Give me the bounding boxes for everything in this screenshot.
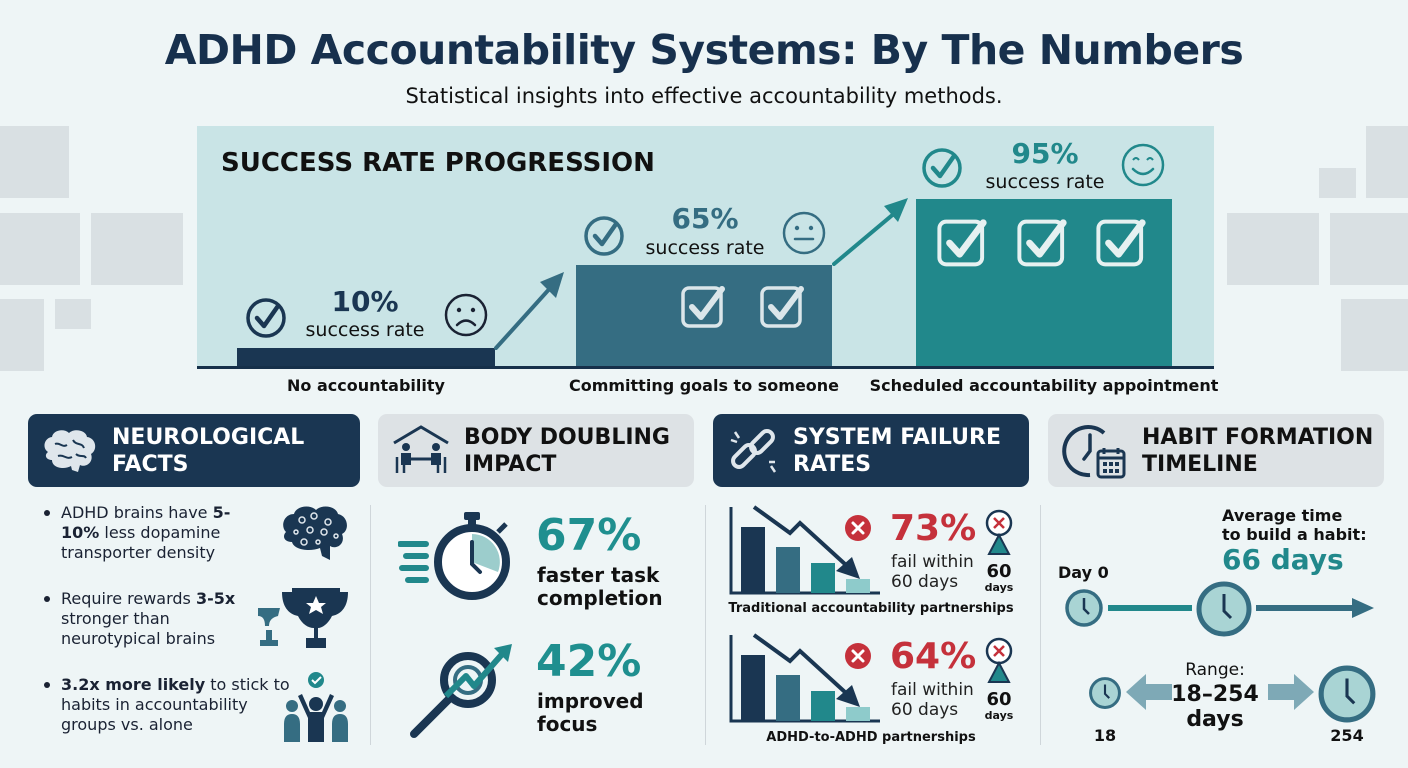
average-time-label: Average time to build a habit: <box>1222 506 1367 544</box>
timeline-clock-small-icon <box>1065 589 1103 627</box>
checkbox-icon <box>937 219 987 267</box>
day-zero-label: Day 0 <box>1058 563 1109 582</box>
declining-bar-chart-icon <box>729 633 880 723</box>
category-label: Committing goals to someone <box>568 376 840 395</box>
category-label: Scheduled accountability appointment <box>869 376 1219 395</box>
failure-caption: Traditional accountability partnerships <box>728 601 1014 616</box>
panel-title: HABIT FORMATION <box>1142 424 1374 450</box>
bar-value-label: success rate <box>645 237 765 259</box>
bar-value-95: 95% <box>1011 137 1079 170</box>
check-circle-icon <box>584 216 624 256</box>
checkbox-icon <box>760 286 804 328</box>
range-min-label: 18 <box>1093 726 1117 745</box>
panel-header-neurological: NEUROLOGICAL FACTS <box>28 414 360 487</box>
happy-face-icon <box>1121 143 1165 187</box>
hourglass-x-icon <box>985 509 1013 555</box>
range-label: Range: <box>1185 660 1245 680</box>
chart-baseline <box>197 366 1214 369</box>
timeline-arrow-icon <box>1256 598 1374 618</box>
body-doubling-icon <box>393 424 449 473</box>
trend-arrow-icon <box>832 198 908 266</box>
decor-block <box>0 126 69 198</box>
broken-link-icon <box>730 428 777 473</box>
hourglass-x-icon <box>985 637 1013 683</box>
checkbox-icon <box>681 286 725 328</box>
bar-value-10: 10% <box>331 285 399 318</box>
panel-header-body-doubling: BODY DOUBLING IMPACT <box>378 414 694 487</box>
check-circle-icon <box>922 148 962 188</box>
panel-title: TIMELINE <box>1142 451 1258 477</box>
stopwatch-icon <box>398 512 510 600</box>
group-people-icon <box>284 672 348 742</box>
days-badge: 60 days <box>984 689 1014 722</box>
divider <box>705 505 706 745</box>
fact-item: ADHD brains have 5-10% less dopamine tra… <box>44 503 264 563</box>
bar-value-label: success rate <box>985 171 1105 193</box>
decor-block <box>0 213 80 285</box>
page-subtitle: Statistical insights into effective acco… <box>405 84 1003 108</box>
fact-item: Require rewards 3-5x stronger than neuro… <box>44 589 264 649</box>
decor-block <box>0 299 44 371</box>
decor-block <box>91 213 183 285</box>
trend-arrow-icon <box>494 272 564 350</box>
range-unit: days <box>1186 707 1244 732</box>
clock-calendar-icon <box>1062 424 1126 478</box>
bar-value-65: 65% <box>671 202 739 235</box>
failure-description: fail within 60 days <box>891 680 974 720</box>
timeline-line <box>1108 605 1192 611</box>
divider <box>370 505 371 745</box>
checkbox-icon <box>1017 219 1067 267</box>
checkbox-icon <box>1096 219 1146 267</box>
panel-title: IMPACT <box>464 451 557 477</box>
panel-title: BODY DOUBLING <box>464 424 670 450</box>
error-x-icon <box>845 643 871 669</box>
right-arrow-icon <box>1268 674 1314 710</box>
timeline-clock-large-icon <box>1196 581 1252 637</box>
decor-block <box>1341 299 1408 371</box>
panel-title: FACTS <box>112 451 189 477</box>
stat-description: faster task completion <box>537 563 663 610</box>
failure-description: fail within 60 days <box>891 552 974 592</box>
panel-title: RATES <box>793 451 872 477</box>
stat-value-67: 67% <box>536 510 642 561</box>
panel-header-habit: HABIT FORMATION TIMELINE <box>1048 414 1384 487</box>
stat-description: improved focus <box>537 689 644 736</box>
trophy-icon <box>258 588 348 648</box>
range-value: 18–254 <box>1171 682 1259 707</box>
bar-no-accountability <box>237 348 495 367</box>
range-max-label: 254 <box>1330 726 1364 745</box>
decor-block <box>55 299 91 329</box>
range-clock-small-icon <box>1089 677 1121 709</box>
bar-value-label: success rate <box>305 319 425 341</box>
error-x-icon <box>845 515 871 541</box>
failure-value-64: 64% <box>890 636 977 677</box>
dopamine-brain-icon <box>283 506 347 560</box>
decor-block <box>1319 168 1356 198</box>
check-circle-icon <box>246 298 286 338</box>
category-label: No accountability <box>287 376 445 395</box>
range-clock-large-icon <box>1318 665 1376 723</box>
panel-header-failure: SYSTEM FAILURE RATES <box>713 414 1029 487</box>
panel-title: NEUROLOGICAL <box>112 424 305 450</box>
chart-title: SUCCESS RATE PROGRESSION <box>221 148 655 178</box>
decor-block <box>1227 213 1319 285</box>
failure-caption: ADHD-to-ADHD partnerships <box>766 730 976 745</box>
decor-block <box>1330 213 1408 285</box>
sad-face-icon <box>444 293 488 337</box>
brain-icon <box>44 429 96 472</box>
left-arrow-icon <box>1126 674 1172 710</box>
days-badge: 60 days <box>984 561 1014 594</box>
average-time-value: 66 days <box>1222 543 1344 576</box>
bar-scheduled-appointment <box>916 199 1172 367</box>
focus-magnifier-icon <box>410 644 512 738</box>
stat-value-42: 42% <box>536 636 642 687</box>
page-title: ADHD Accountability Systems: By The Numb… <box>164 26 1244 74</box>
failure-value-73: 73% <box>890 508 977 549</box>
divider <box>1040 505 1041 745</box>
neutral-face-icon <box>782 211 826 255</box>
fact-item: 3.2x more likely to stick to habits in a… <box>44 675 294 735</box>
decor-block <box>1366 126 1408 198</box>
declining-bar-chart-icon <box>729 505 880 595</box>
panel-title: SYSTEM FAILURE <box>793 424 1001 450</box>
